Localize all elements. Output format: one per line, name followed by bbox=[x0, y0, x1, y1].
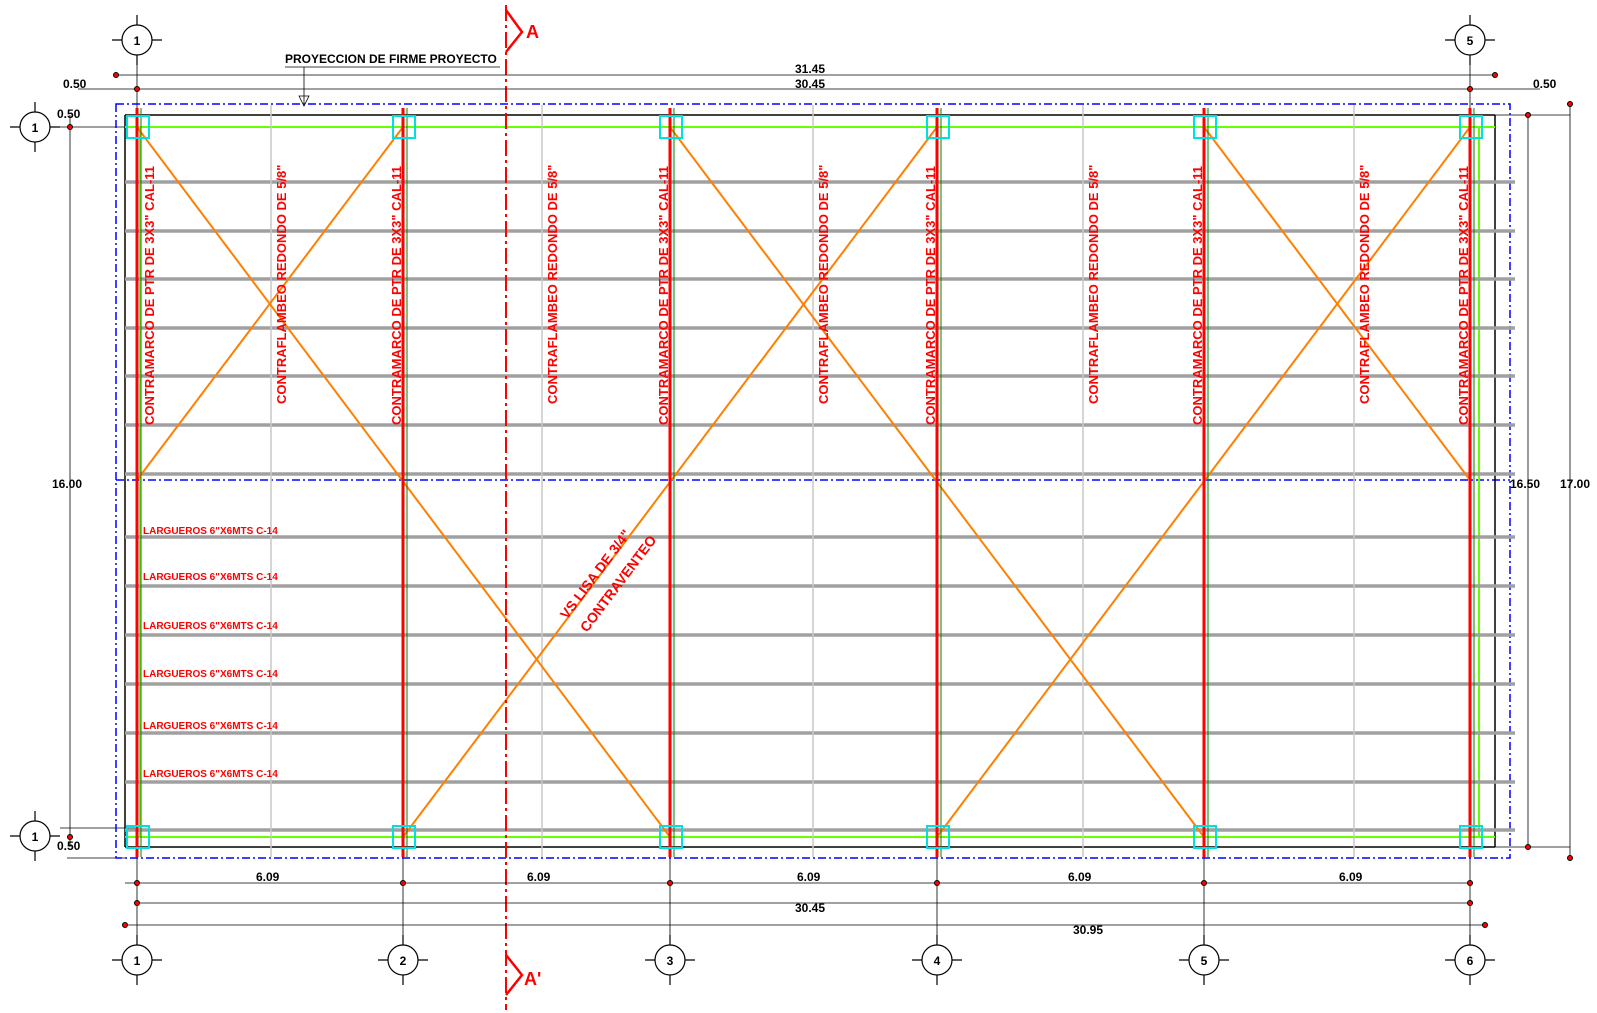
axis-num-top-1: 1 bbox=[134, 34, 141, 48]
dim-bay-5: 6.09 bbox=[1339, 870, 1363, 884]
label-contraflambeo-4: CONTRAFLAMBEO REDONDO DE 5/8" bbox=[1086, 165, 1101, 404]
dim-frame-top: 30.45 bbox=[795, 77, 825, 91]
dim-left-height: 16.00 bbox=[52, 477, 82, 491]
axis-bubble-left-top bbox=[10, 102, 60, 152]
label-contraflambeo-2: CONTRAFLAMBEO REDONDO DE 5/8" bbox=[545, 165, 560, 404]
label-larguero-1: LARGUEROS 6"X6MTS C-14 bbox=[143, 526, 278, 537]
axis-bubble-bottom-4 bbox=[912, 935, 962, 985]
axis-bubble-bottom-2 bbox=[378, 935, 428, 985]
label-contraflambeo-1: CONTRAFLAMBEO REDONDO DE 5/8" bbox=[274, 165, 289, 404]
axis-num-bottom-3: 3 bbox=[667, 954, 674, 968]
dim-total-bottom: 30.95 bbox=[1073, 923, 1103, 937]
dim-bay-3: 6.09 bbox=[797, 870, 821, 884]
label-contraflambeo-5: CONTRAFLAMBEO REDONDO DE 5/8" bbox=[1357, 165, 1372, 404]
label-contramarco-6: CONTRAMARCO DE PTR DE 3X3" CAL-11 bbox=[1456, 166, 1471, 425]
label-contramarco-5: CONTRAMARCO DE PTR DE 3X3" CAL-11 bbox=[1190, 166, 1205, 425]
dim-margin-top-left: 0.50 bbox=[63, 77, 87, 91]
label-contramarco-3: CONTRAMARCO DE PTR DE 3X3" CAL-11 bbox=[656, 166, 671, 425]
axis-num-bottom-2: 2 bbox=[400, 954, 407, 968]
label-contramarco-2: CONTRAMARCO DE PTR DE 3X3" CAL-11 bbox=[389, 166, 404, 425]
axis-num-bottom-1: 1 bbox=[134, 954, 141, 968]
axis-bubble-left-bottom bbox=[10, 811, 60, 861]
dim-margin-left-top: 0.50 bbox=[57, 107, 81, 121]
axis-bubble-top-1 bbox=[112, 15, 162, 65]
dim-margin-left-bottom: 0.50 bbox=[57, 839, 81, 853]
axis-num-bottom-5: 5 bbox=[1201, 954, 1208, 968]
label-larguero-6: LARGUEROS 6"X6MTS C-14 bbox=[143, 769, 278, 780]
axis-num-bottom-6: 6 bbox=[1467, 954, 1474, 968]
axis-num-bottom-4: 4 bbox=[934, 954, 941, 968]
label-larguero-5: LARGUEROS 6"X6MTS C-14 bbox=[143, 721, 278, 732]
dim-frame-bottom: 30.45 bbox=[795, 901, 825, 915]
axis-bubble-bottom-6 bbox=[1445, 935, 1495, 985]
axis-num-left-bottom: 1 bbox=[32, 830, 39, 844]
axis-bubble-bottom-1 bbox=[112, 935, 162, 985]
label-larguero-2: LARGUEROS 6"X6MTS C-14 bbox=[143, 572, 278, 583]
axis-num-left-top: 1 bbox=[32, 121, 39, 135]
label-contramarco-1: CONTRAMARCO DE PTR DE 3X3" CAL-11 bbox=[142, 166, 157, 425]
label-contraflambeo-3: CONTRAFLAMBEO REDONDO DE 5/8" bbox=[816, 165, 831, 404]
dim-bay-2: 6.09 bbox=[527, 870, 551, 884]
dim-bay-4: 6.09 bbox=[1068, 870, 1092, 884]
label-contramarco-4: CONTRAMARCO DE PTR DE 3X3" CAL-11 bbox=[923, 166, 938, 425]
axis-bubble-bottom-5 bbox=[1179, 935, 1229, 985]
dim-right-inner: 16.50 bbox=[1510, 477, 1540, 491]
axis-bubble-bottom-3 bbox=[645, 935, 695, 985]
dim-margin-top-right: 0.50 bbox=[1533, 77, 1557, 91]
dim-bay-1: 6.09 bbox=[256, 870, 280, 884]
label-larguero-4: LARGUEROS 6"X6MTS C-14 bbox=[143, 669, 278, 680]
section-label-bottom: A' bbox=[524, 969, 541, 989]
section-label-top: A bbox=[526, 22, 539, 42]
top-note: PROYECCION DE FIRME PROYECTO bbox=[285, 52, 497, 66]
dim-total-top: 31.45 bbox=[795, 62, 825, 76]
axis-bubble-top-5 bbox=[1445, 15, 1495, 65]
dim-right-outer: 17.00 bbox=[1560, 477, 1590, 491]
axis-num-top-5: 5 bbox=[1467, 34, 1474, 48]
label-larguero-3: LARGUEROS 6"X6MTS C-14 bbox=[143, 621, 278, 632]
